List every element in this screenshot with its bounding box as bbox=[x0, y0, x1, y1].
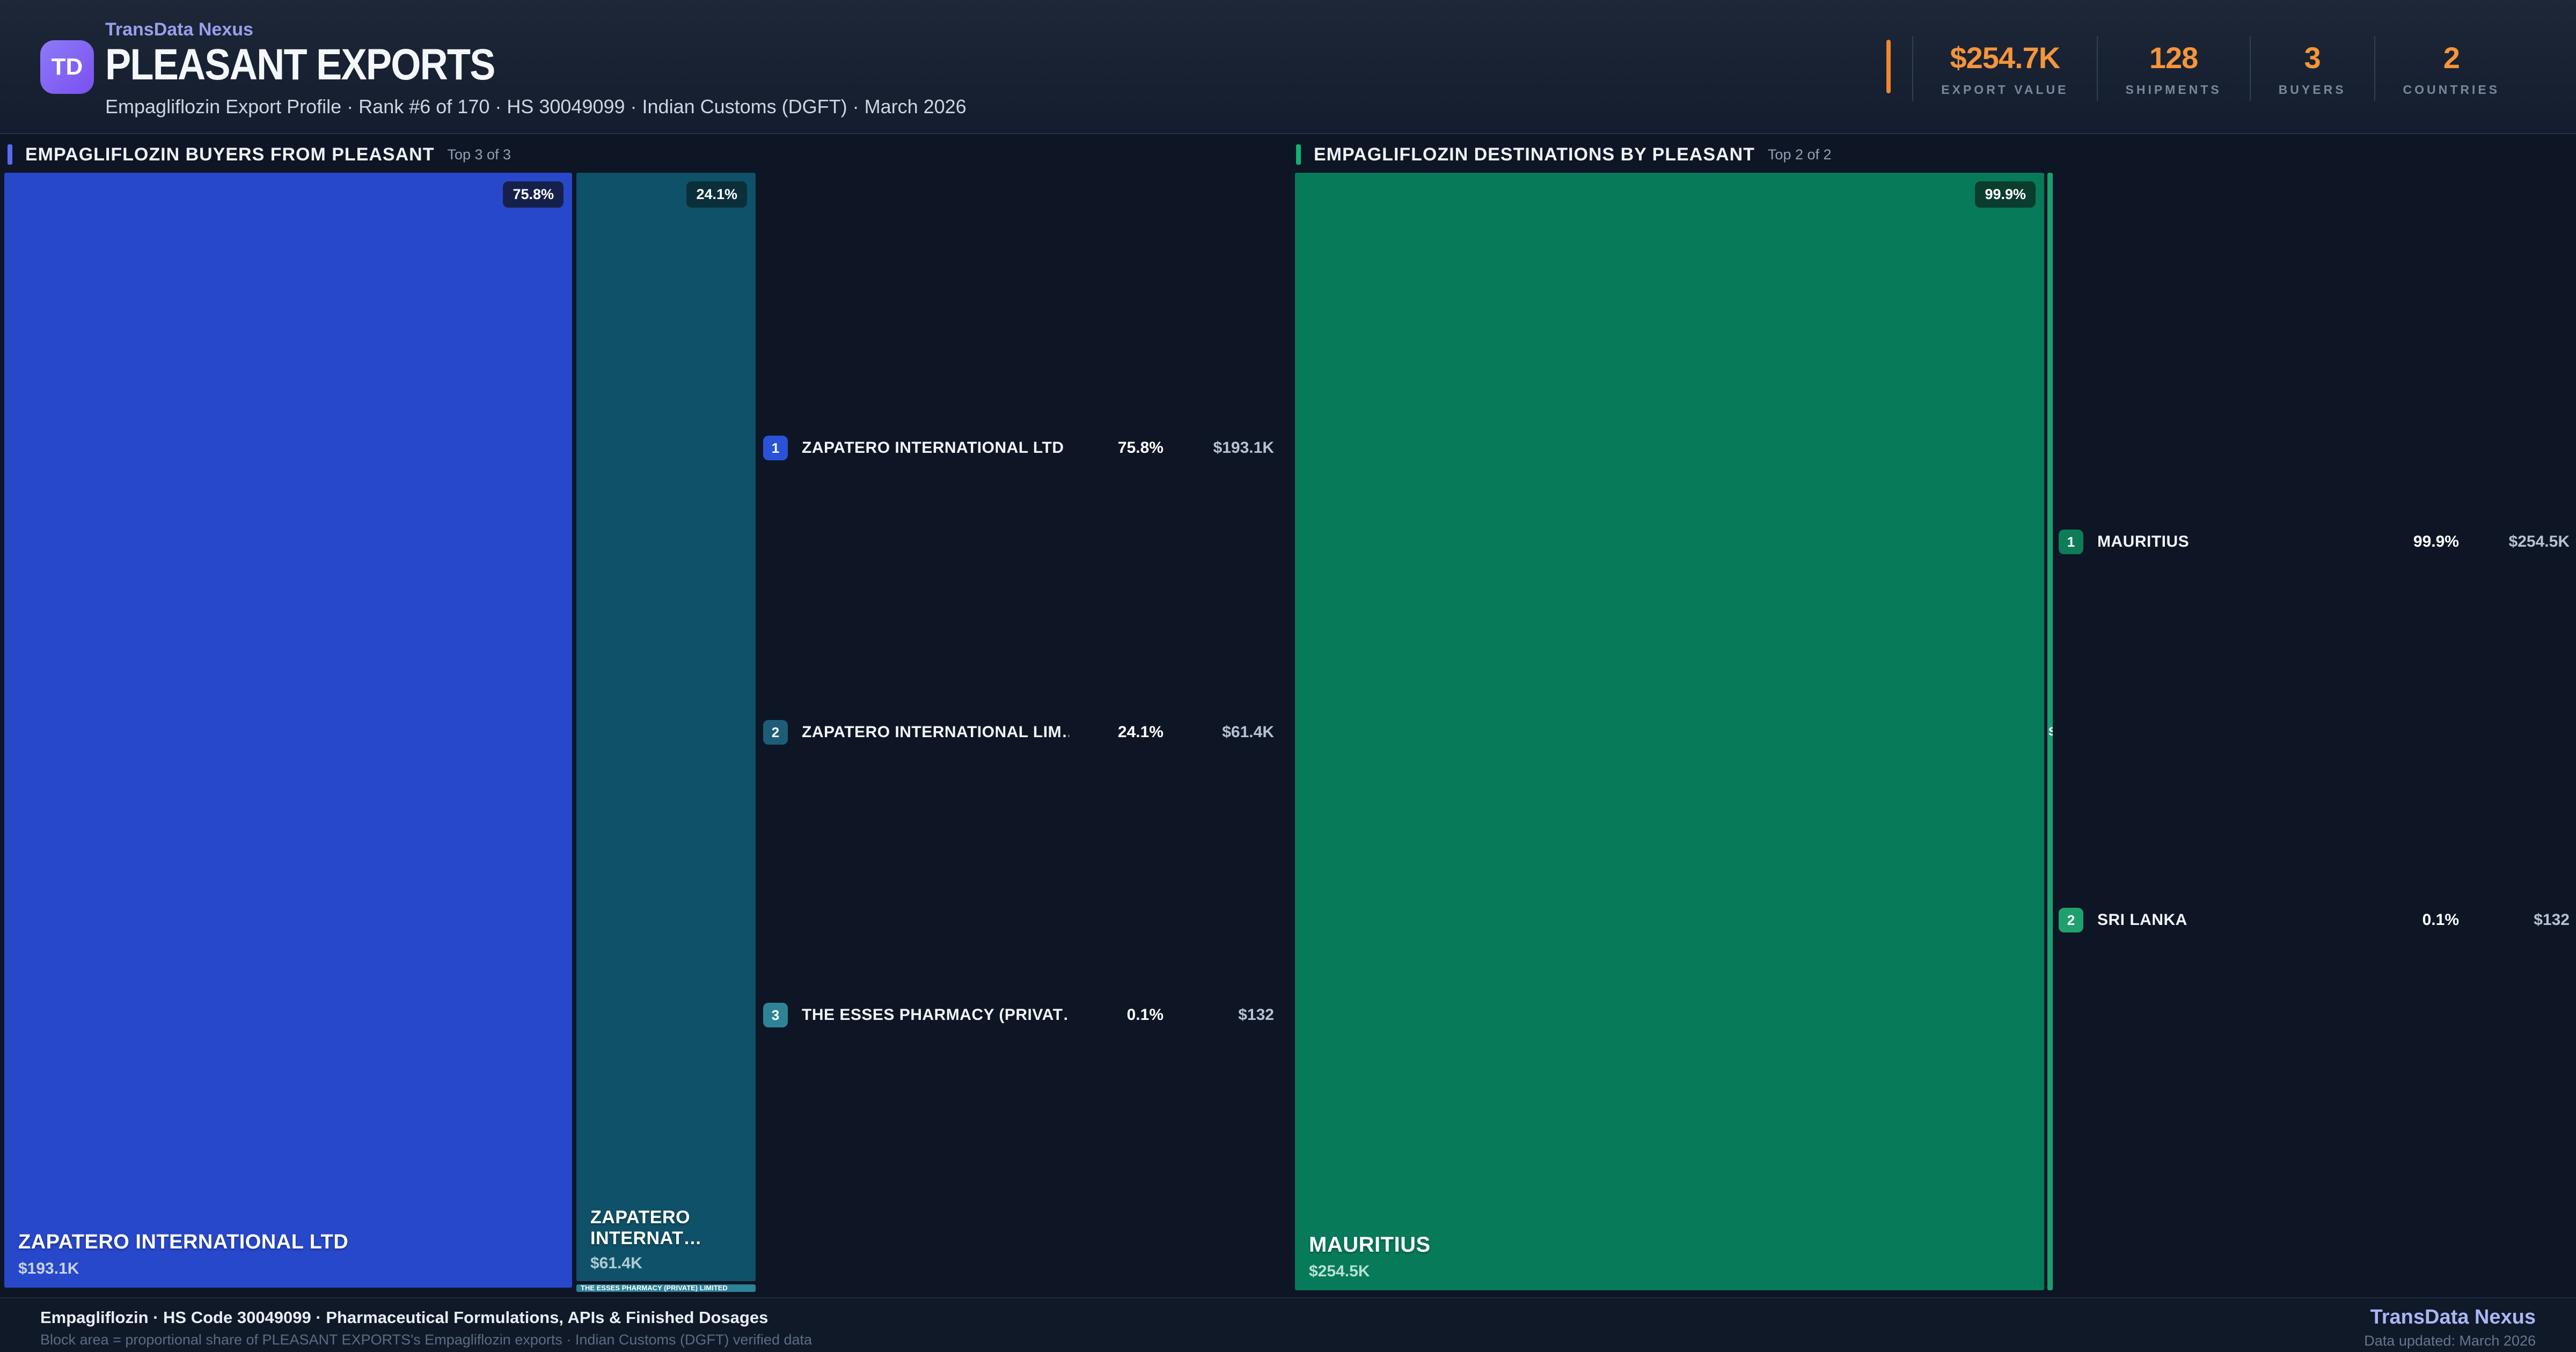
footer-brand: TransData Nexus bbox=[2370, 1306, 2536, 1328]
stat-label: SHIPMENTS bbox=[2125, 83, 2222, 97]
stat-value: $254.7K bbox=[1950, 41, 2061, 75]
buyers-accent-bar bbox=[8, 144, 12, 165]
legend-value: $132 bbox=[2534, 911, 2570, 929]
stat-export-value: $254.7K EXPORT VALUE bbox=[1912, 36, 2096, 101]
legend-value: $61.4K bbox=[1222, 723, 1274, 741]
stat-label: COUNTRIES bbox=[2403, 83, 2500, 97]
legend-item-zapatero-international-limited[interactable]: 2 ZAPATERO INTERNATIONAL LIM… 24.1% $61.… bbox=[763, 711, 1274, 754]
stat-countries: 2 COUNTRIES bbox=[2374, 36, 2528, 101]
legend-value: $193.1K bbox=[1213, 439, 1274, 457]
stat-buyers: 3 BUYERS bbox=[2249, 36, 2374, 101]
stat-value: 128 bbox=[2149, 41, 2198, 75]
legend-pct: 0.1% bbox=[1126, 1006, 1163, 1024]
stat-value: 3 bbox=[2304, 41, 2321, 75]
block-pct-badge: 99.9% bbox=[1975, 181, 2036, 208]
legend-item-mauritius[interactable]: 1 MAURITIUS 99.9% $254.5K bbox=[2059, 520, 2570, 563]
treemap-block-esses-pharmacy[interactable]: THE ESSES PHARMACY (PRIVATE) LIMITED bbox=[576, 1284, 756, 1292]
buyers-top-badge: Top 3 of 3 bbox=[447, 146, 511, 163]
legend-pct: 99.9% bbox=[2413, 533, 2459, 550]
buyers-panel-title: EMPAGLIFLOZIN BUYERS FROM PLEASANT bbox=[25, 144, 435, 165]
legend-name: ZAPATERO INTERNATIONAL LTD bbox=[802, 439, 1064, 457]
block-label: ZAPATERO INTERNATIONAL LTD $193.1K bbox=[18, 1231, 561, 1278]
block-pct-badge: 24.1% bbox=[686, 181, 747, 208]
block-name: MAURITIUS bbox=[1309, 1233, 1431, 1257]
buyers-panel-header: EMPAGLIFLOZIN BUYERS FROM PLEASANT Top 3… bbox=[8, 143, 511, 166]
treemap-block-mauritius[interactable]: 99.9% MAURITIUS $254.5K bbox=[1295, 173, 2044, 1290]
header: TD TransData Nexus PLEASANT EXPORTS Empa… bbox=[0, 0, 2576, 134]
legend-pct: 75.8% bbox=[1117, 439, 1163, 457]
block-name: THE ESSES PHARMACY (PRIVATE) LIMITED bbox=[581, 1284, 728, 1292]
footer: Empagliflozin · HS Code 30049099 · Pharm… bbox=[0, 1297, 2576, 1352]
legend-name: MAURITIUS bbox=[2097, 533, 2190, 550]
legend-value: $254.5K bbox=[2508, 533, 2570, 550]
legend-name: SRI LANKA bbox=[2097, 911, 2187, 929]
block-name: ZAPATERO INTERNATIONAL LTD bbox=[18, 1231, 349, 1254]
legend-name: ZAPATERO INTERNATIONAL LIM… bbox=[802, 723, 1069, 741]
legend-pct: 24.1% bbox=[1117, 723, 1163, 741]
rank-badge: 1 bbox=[2059, 530, 2083, 554]
legend-item-zapatero-international-ltd[interactable]: 1 ZAPATERO INTERNATIONAL LTD 75.8% $193.… bbox=[763, 427, 1274, 469]
legend-pct: 0.1% bbox=[2422, 911, 2459, 929]
destinations-panel-title: EMPAGLIFLOZIN DESTINATIONS BY PLEASANT bbox=[1314, 144, 1755, 165]
block-label: MAURITIUS $254.5K bbox=[1309, 1232, 2033, 1281]
legend-item-esses-pharmacy[interactable]: 3 THE ESSES PHARMACY (PRIVAT… 0.1% $132 bbox=[763, 994, 1274, 1037]
stat-shipments: 128 SHIPMENTS bbox=[2096, 36, 2250, 101]
legend-value: $132 bbox=[1238, 1006, 1274, 1024]
app-logo: TD bbox=[40, 40, 94, 94]
treemap-block-zapatero-international-limited[interactable]: 24.1% ZAPATERO INTERNAT… $61.4K bbox=[576, 173, 756, 1281]
page-subtitle: Empagliflozin Export Profile · Rank #6 o… bbox=[105, 95, 967, 117]
stat-label: EXPORT VALUE bbox=[1941, 83, 2069, 97]
footer-methodology-line: Block area = proportional share of PLEAS… bbox=[40, 1332, 813, 1348]
legend-item-sri-lanka[interactable]: 2 SRI LANKA 0.1% $132 bbox=[2059, 899, 2570, 942]
rank-badge: 2 bbox=[2059, 908, 2083, 932]
destinations-panel-header: EMPAGLIFLOZIN DESTINATIONS BY PLEASANT T… bbox=[1296, 143, 1832, 166]
block-pct-badge: 75.8% bbox=[503, 181, 564, 208]
rank-badge: 2 bbox=[763, 720, 788, 745]
block-value: $254.5K bbox=[1309, 1262, 1370, 1280]
destinations-treemap: 99.9% MAURITIUS $254.5K SRI LANKA bbox=[1295, 173, 2053, 1292]
legend-name: THE ESSES PHARMACY (PRIVAT… bbox=[802, 1006, 1069, 1024]
treemap-block-zapatero-international-ltd[interactable]: 75.8% ZAPATERO INTERNATIONAL LTD $193.1K bbox=[4, 173, 572, 1288]
block-name: ZAPATERO INTERNAT… bbox=[590, 1207, 702, 1248]
buyers-treemap: 75.8% ZAPATERO INTERNATIONAL LTD $193.1K… bbox=[4, 173, 756, 1292]
block-label: ZAPATERO INTERNAT… $61.4K bbox=[590, 1207, 745, 1273]
page-title: PLEASANT EXPORTS bbox=[105, 40, 495, 89]
buyers-legend: 1 ZAPATERO INTERNATIONAL LTD 75.8% $193.… bbox=[763, 173, 1274, 1292]
block-name: SRI LANKA bbox=[2048, 724, 2053, 738]
footer-product-line: Empagliflozin · HS Code 30049099 · Pharm… bbox=[40, 1308, 769, 1327]
logo-text: TD bbox=[51, 54, 83, 80]
stats-accent-bar bbox=[1886, 40, 1891, 93]
block-value: $193.1K bbox=[18, 1260, 79, 1277]
rank-badge: 3 bbox=[763, 1003, 788, 1027]
rank-badge: 1 bbox=[763, 436, 788, 460]
brand-name: TransData Nexus bbox=[105, 19, 253, 40]
block-value: $61.4K bbox=[590, 1254, 642, 1272]
stat-value: 2 bbox=[2443, 41, 2460, 75]
destinations-accent-bar bbox=[1296, 144, 1301, 165]
stat-label: BUYERS bbox=[2278, 83, 2346, 97]
treemap-block-sri-lanka[interactable]: SRI LANKA bbox=[2047, 173, 2053, 1290]
destinations-top-badge: Top 2 of 2 bbox=[1767, 146, 1832, 163]
footer-updated: Data updated: March 2026 bbox=[2364, 1333, 2536, 1349]
destinations-legend: 1 MAURITIUS 99.9% $254.5K 2 SRI LANKA 0.… bbox=[2059, 173, 2570, 1292]
header-stats: $254.7K EXPORT VALUE 128 SHIPMENTS 3 BUY… bbox=[1886, 36, 2528, 101]
